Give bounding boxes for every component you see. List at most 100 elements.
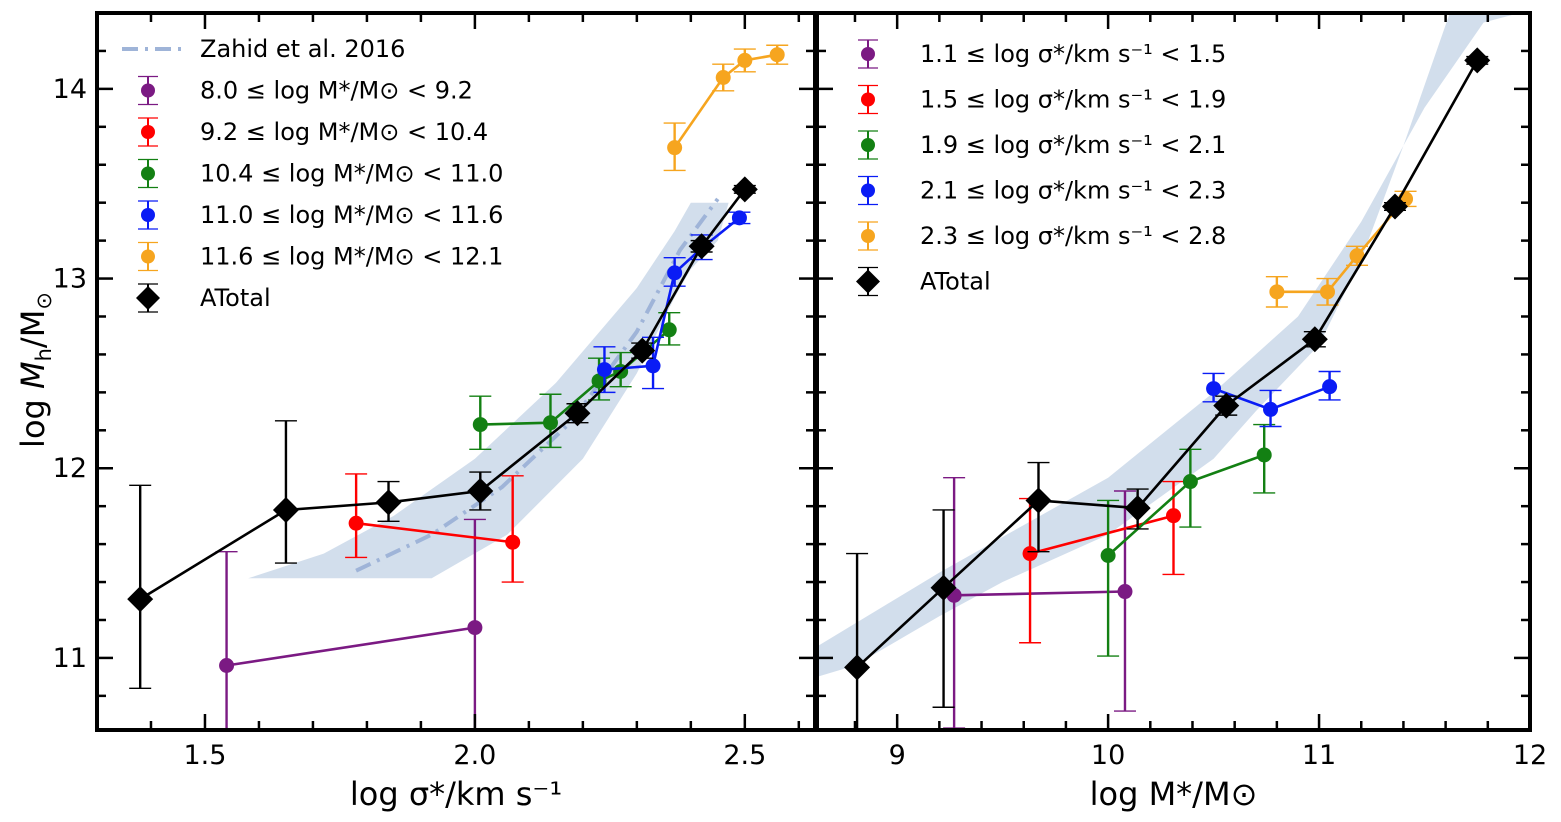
data-point [667, 265, 683, 281]
reference-band [248, 202, 729, 579]
series-5 [127, 176, 758, 689]
data-point [1263, 401, 1279, 417]
x-tick-label: 2.0 [453, 740, 496, 771]
data-point [1269, 284, 1285, 300]
x-tick-label: 2.5 [723, 740, 766, 771]
series-1 [345, 473, 524, 583]
data-point-diamond [1301, 326, 1328, 353]
x-tick-label: 11 [1302, 740, 1336, 771]
x-axis-label: log σ*/km s⁻¹ [350, 775, 562, 813]
legend-label: 11.6 ≤ log M*/M⊙ < 12.1 [200, 243, 503, 271]
data-point [348, 515, 364, 531]
series-5 [844, 47, 1491, 730]
series-2 [1097, 423, 1276, 657]
data-point-diamond [1464, 47, 1491, 74]
data-point [1166, 508, 1181, 524]
data-point-diamond [1213, 392, 1240, 419]
legend-marker [141, 83, 155, 98]
data-point-diamond [688, 233, 715, 260]
reference-band [817, 13, 1520, 677]
data-point-diamond [1381, 193, 1408, 220]
y-axis-label-plain: log M_h/M_⊙ [0, 0, 204, 8]
data-point [1256, 447, 1272, 463]
y-tick-label: 12 [53, 453, 87, 484]
legend-marker [141, 125, 155, 139]
series-line [954, 590, 1126, 597]
legend-marker [141, 208, 155, 222]
legend-label: ATotal [920, 268, 991, 296]
legend-label: 2.3 ≤ log σ*/km s⁻¹ < 2.8 [920, 222, 1226, 250]
series-line [673, 53, 778, 149]
data-point-diamond [844, 654, 871, 681]
legend-marker [136, 286, 160, 310]
series-4 [663, 44, 789, 172]
data-point-diamond [564, 400, 591, 427]
x-tick-label: 12 [1513, 740, 1547, 771]
legend-marker [141, 166, 155, 181]
plot-area [127, 44, 789, 730]
legend-label: 10.4 ≤ log M*/M⊙ < 11.0 [200, 160, 503, 188]
data-point-diamond [1025, 487, 1052, 514]
data-point [472, 417, 488, 433]
data-point [715, 69, 731, 85]
data-point [1349, 248, 1365, 264]
y-tick-label: 14 [53, 74, 87, 105]
data-point [769, 47, 785, 63]
y-axis-label: log Mh/M⊙ [14, 292, 56, 448]
data-point-diamond [375, 489, 402, 516]
legend-label: 11.0 ≤ log M*/M⊙ < 11.6 [200, 201, 503, 229]
data-point [1022, 546, 1038, 562]
legend-label: 1.9 ≤ log σ*/km s⁻¹ < 2.1 [920, 131, 1226, 159]
legend-label: ATotal [200, 284, 271, 312]
data-point [1100, 547, 1116, 563]
x-tick-label: 1.5 [183, 740, 226, 771]
data-point [1319, 284, 1335, 300]
data-point [737, 52, 753, 68]
data-point [596, 362, 612, 378]
x-axis-label: log M*/M⊙ [1090, 775, 1258, 813]
data-point [542, 415, 558, 431]
data-point-diamond [629, 337, 656, 364]
legend-label: 2.1 ≤ log σ*/km s⁻¹ < 2.3 [920, 177, 1226, 205]
legend-marker [861, 92, 875, 107]
axes-frame [815, 11, 1532, 732]
data-point [1322, 379, 1338, 395]
data-point [1182, 474, 1198, 490]
legend-marker [861, 229, 875, 243]
legend-marker [861, 183, 875, 198]
data-point [1206, 381, 1222, 397]
data-point [731, 210, 747, 226]
series-line [355, 521, 513, 544]
data-point-diamond [467, 478, 494, 504]
data-point-diamond [272, 496, 299, 523]
x-tick-label: 10 [1091, 740, 1125, 771]
series-line [1029, 514, 1174, 555]
data-point-diamond [930, 574, 957, 601]
y-tick-label: 13 [53, 264, 87, 295]
legend-label: 8.0 ≤ log M*/M⊙ < 9.2 [200, 77, 473, 105]
data-point [661, 322, 677, 338]
data-point [645, 358, 661, 374]
legend: Zahid et al. 2016 8.0 ≤ log M*/M⊙ < 9.2 9.… [122, 35, 503, 313]
legend-label: 9.2 ≤ log M*/M⊙ < 10.4 [200, 118, 488, 146]
series-3 [593, 210, 751, 394]
series-line [856, 59, 1479, 669]
legend-marker [861, 138, 875, 152]
series-0 [215, 518, 486, 730]
right-panel: 9 10 11 12 log M*/M⊙ 1.1 ≤ log σ*/km s⁻¹ < 1.… [815, 11, 1547, 813]
data-point [591, 373, 607, 389]
x-tick-label: 9 [889, 740, 906, 771]
data-point [667, 140, 683, 156]
data-point-diamond [1124, 495, 1151, 522]
legend-marker [861, 47, 875, 61]
legend-label: 1.5 ≤ log σ*/km s⁻¹ < 1.9 [920, 86, 1226, 114]
data-point [467, 620, 483, 636]
legend-marker [856, 269, 880, 294]
legend-marker [141, 249, 155, 264]
data-point-diamond [731, 176, 758, 203]
legend-label: 1.1 ≤ log σ*/km s⁻¹ < 1.5 [920, 40, 1226, 68]
data-point [219, 658, 235, 674]
legend: 1.1 ≤ log σ*/km s⁻¹ < 1.5 1.5 ≤ log σ*/km… [856, 39, 1226, 297]
y-tick-label: 11 [53, 643, 87, 674]
